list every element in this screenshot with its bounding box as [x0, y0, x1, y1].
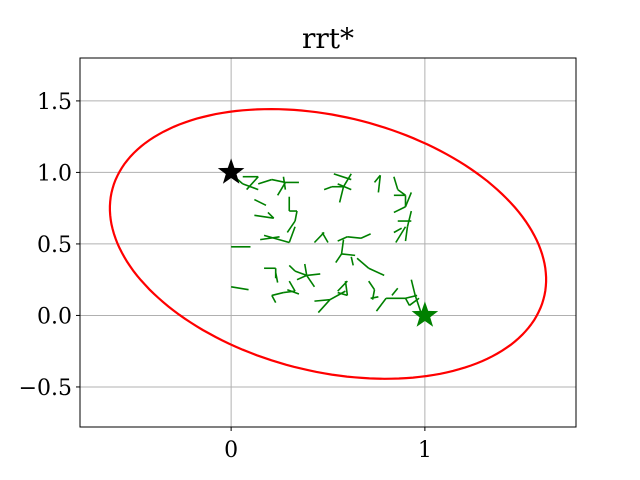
- axis-ticks: 0 1 −0.5 0.0 0.5 1.0 1.5: [19, 90, 432, 463]
- tree-edge: [373, 174, 381, 183]
- tree-edge: [408, 297, 420, 307]
- tree-edge: [404, 226, 409, 242]
- tree-edge: [258, 178, 273, 185]
- tree-edge: [375, 297, 387, 312]
- y-tick-label: −0.5: [19, 376, 72, 401]
- tree-edge: [393, 227, 403, 234]
- y-tick-label: 1.0: [37, 161, 72, 186]
- tree-edge: [337, 236, 348, 242]
- tree-edge: [306, 274, 316, 288]
- tree-edge: [360, 233, 371, 239]
- tree-edge: [404, 297, 411, 306]
- tree-edge: [306, 273, 321, 277]
- tree-edge: [337, 291, 348, 297]
- tree-edge: [314, 298, 331, 302]
- ellipse: [108, 107, 548, 380]
- y-tick-label: 0.0: [37, 304, 72, 329]
- x-tick-label: 0: [224, 438, 238, 463]
- y-tick-label: 0.5: [37, 233, 72, 258]
- tree-edge: [371, 289, 376, 300]
- tree-edge: [370, 296, 379, 300]
- tree-edge: [271, 291, 284, 297]
- tree-edge: [397, 188, 406, 196]
- tree-edge: [333, 173, 352, 181]
- tree-edge: [242, 183, 259, 191]
- tree-edge: [294, 210, 298, 222]
- tree-edge: [338, 186, 345, 203]
- tree-edge: [288, 226, 296, 243]
- tree-edge: [395, 226, 407, 243]
- tree-edge: [263, 234, 290, 244]
- tree-edge: [404, 192, 413, 208]
- tree-edge: [303, 263, 308, 276]
- tree-edge: [350, 256, 354, 266]
- tree-edge: [391, 287, 399, 296]
- tree-edge: [344, 281, 349, 296]
- tree-edge: [337, 183, 352, 191]
- x-tick-label: 1: [418, 438, 432, 463]
- grid-lines: [80, 58, 576, 427]
- tree-edge: [335, 253, 343, 263]
- ellipse-layer: [108, 107, 548, 380]
- tree-edge: [288, 264, 296, 272]
- tree-edge: [340, 239, 345, 255]
- tree-edge: [246, 176, 259, 191]
- tree-edge: [254, 214, 274, 219]
- tree-edge: [368, 280, 376, 291]
- tree-edge: [329, 290, 346, 301]
- tree-edge: [393, 176, 399, 190]
- tree-edge: [276, 182, 287, 196]
- tree-edge: [287, 288, 300, 295]
- tree-edge: [317, 299, 331, 314]
- chart-title: rrt*: [302, 22, 354, 55]
- tree-edge: [313, 231, 325, 244]
- tree-edges: [230, 173, 422, 314]
- tree-edge: [356, 257, 370, 269]
- tree-edge: [288, 280, 296, 292]
- tree-edge: [296, 274, 308, 281]
- tree-edge: [377, 175, 382, 193]
- tree-edge: [254, 198, 267, 207]
- y-tick-label: 1.5: [37, 90, 72, 115]
- tree-edge: [393, 206, 406, 214]
- markers: [217, 158, 439, 327]
- tree-edge: [342, 173, 352, 188]
- tree-edge: [406, 210, 413, 227]
- plot-frame: [79, 57, 577, 428]
- tree-edge: [368, 267, 385, 277]
- tree-edge: [410, 279, 416, 296]
- tree-edge: [271, 295, 277, 303]
- tree-edge: [323, 185, 333, 191]
- goal-marker: [411, 301, 439, 327]
- start-marker: [217, 158, 245, 184]
- tree-edge: [260, 235, 280, 241]
- tree-edge: [294, 270, 307, 277]
- tree-edge: [341, 253, 356, 257]
- tree-edge: [267, 211, 275, 219]
- tree-edge: [274, 272, 279, 283]
- tree-edge: [230, 286, 249, 291]
- tree-edge: [414, 295, 422, 313]
- tree-edge: [286, 220, 296, 233]
- tree-edge: [271, 178, 286, 184]
- tree-edge: [347, 235, 362, 240]
